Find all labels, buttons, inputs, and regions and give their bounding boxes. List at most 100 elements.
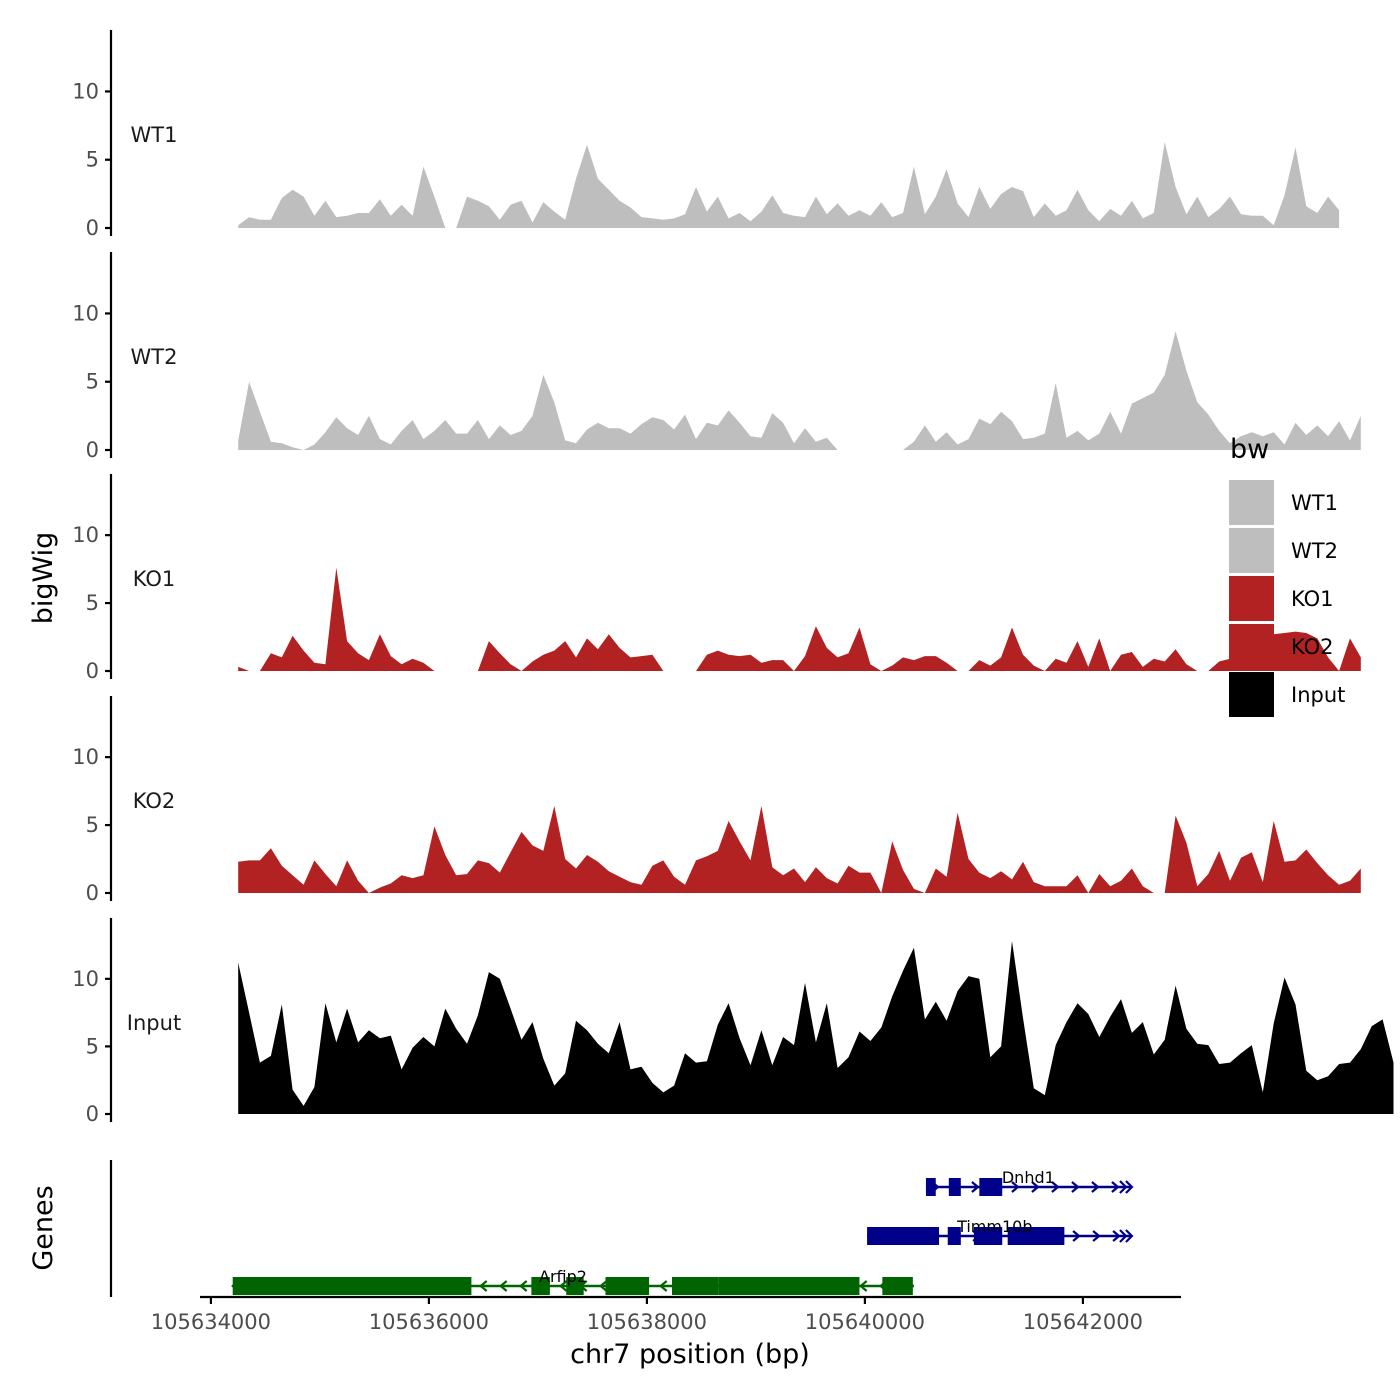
legend-item-wt2: WT2 bbox=[1229, 528, 1338, 573]
y-tick-label: 0 bbox=[86, 659, 99, 683]
signal-area bbox=[238, 666, 250, 671]
gene-label: Timm10b bbox=[956, 1217, 1032, 1236]
x-tick-label: 105634000 bbox=[151, 1310, 271, 1334]
exon bbox=[605, 1277, 650, 1295]
track-label: KO1 bbox=[133, 567, 176, 591]
exon bbox=[718, 1277, 860, 1295]
signal-area bbox=[1088, 868, 1154, 893]
signal-area bbox=[794, 626, 882, 671]
y-tick-label: 10 bbox=[72, 523, 99, 547]
track-label: KO2 bbox=[133, 789, 176, 813]
track-label: Input bbox=[127, 1011, 181, 1035]
gene-label: Arfip2 bbox=[539, 1267, 587, 1286]
exon bbox=[1007, 1227, 1065, 1245]
signal-area bbox=[238, 381, 304, 450]
legend-item-wt1: WT1 bbox=[1229, 480, 1338, 525]
exon bbox=[867, 1227, 940, 1245]
signal-area bbox=[1044, 638, 1111, 671]
strand-arrow bbox=[598, 1280, 608, 1292]
strand-arrow bbox=[1112, 1230, 1121, 1242]
exon bbox=[947, 1227, 961, 1245]
signal-area bbox=[521, 634, 664, 671]
exon bbox=[979, 1178, 1003, 1196]
signal-area bbox=[238, 848, 369, 893]
legend-label: WT1 bbox=[1291, 491, 1338, 515]
legend-swatch bbox=[1229, 480, 1274, 525]
genes-panel: Dnhd1 Timm10b Arfip2 bbox=[109, 1160, 1134, 1297]
legend-item-ko1: KO1 bbox=[1229, 576, 1334, 621]
gene-arfip2: Arfip2 bbox=[231, 1267, 914, 1295]
legend-label: WT2 bbox=[1291, 539, 1338, 563]
bigwig-tracks: 0 5 10 WT1 0 5 10 WT2 0 5 10 KO1 0 5 10 KO2 0 5 10 Input bbox=[72, 30, 1394, 1126]
exon bbox=[948, 1178, 961, 1196]
strand-arrow bbox=[658, 1280, 668, 1292]
strand-arrow bbox=[1031, 1181, 1040, 1193]
legend-item-ko2: KO2 bbox=[1229, 624, 1334, 669]
y-tick-label: 0 bbox=[86, 438, 99, 462]
legend-label: KO2 bbox=[1291, 635, 1334, 659]
x-tick-label: 105638000 bbox=[587, 1310, 707, 1334]
genes-axis-title: Genes bbox=[28, 1185, 59, 1270]
strand-arrow bbox=[1071, 1181, 1080, 1193]
y-tick-label: 10 bbox=[72, 301, 99, 325]
legend-item-input: Input bbox=[1229, 672, 1345, 717]
x-tick-label: 105636000 bbox=[369, 1310, 489, 1334]
legend-swatch bbox=[1229, 672, 1274, 717]
strand-arrow bbox=[1119, 1229, 1128, 1243]
y-tick-label: 5 bbox=[86, 148, 99, 172]
gene-dnhd1: Dnhd1 bbox=[925, 1168, 1134, 1196]
strand-arrow bbox=[1111, 1181, 1120, 1193]
signal-area bbox=[477, 641, 522, 671]
exon bbox=[671, 1277, 719, 1295]
y-tick-label: 5 bbox=[86, 591, 99, 615]
y-tick-label: 0 bbox=[86, 1102, 99, 1126]
exon bbox=[973, 1227, 1003, 1245]
y-tick-label: 10 bbox=[72, 967, 99, 991]
signal-area bbox=[238, 166, 446, 228]
legend-label: Input bbox=[1291, 683, 1345, 707]
exon bbox=[566, 1277, 584, 1295]
strand-arrow bbox=[1092, 1230, 1101, 1242]
strand-arrow bbox=[1072, 1230, 1081, 1242]
x-axis-title: chr7 position (bp) bbox=[570, 1339, 810, 1370]
y-tick-label: 10 bbox=[72, 745, 99, 769]
strand-arrow bbox=[1125, 1180, 1134, 1194]
track-input: 0 5 10 Input bbox=[72, 918, 1394, 1126]
strand-arrow bbox=[1119, 1180, 1128, 1194]
track-label: WT1 bbox=[131, 123, 178, 147]
signal-area bbox=[259, 567, 435, 671]
exon bbox=[232, 1277, 472, 1295]
signal-area bbox=[968, 627, 1045, 671]
y-tick-label: 0 bbox=[86, 216, 99, 240]
strand-arrow bbox=[518, 1280, 528, 1292]
y-tick-label: 10 bbox=[72, 79, 99, 103]
strand-arrow bbox=[971, 1181, 980, 1193]
signal-area bbox=[238, 941, 1394, 1114]
strand-arrow bbox=[1125, 1229, 1134, 1243]
strand-arrow bbox=[1051, 1181, 1060, 1193]
signal-area bbox=[1339, 638, 1361, 671]
track-label: WT2 bbox=[131, 345, 178, 369]
y-tick-label: 5 bbox=[86, 1034, 99, 1058]
track-ko2: 0 5 10 KO2 bbox=[72, 696, 1361, 905]
legend-title: bw bbox=[1230, 434, 1269, 465]
x-axis: 105634000 105636000 105638000 105640000 1056… bbox=[151, 1295, 1181, 1334]
gene-timm10b: Timm10b bbox=[867, 1217, 1134, 1245]
legend-swatch bbox=[1229, 528, 1274, 573]
signal-area bbox=[903, 331, 1361, 450]
signal-area bbox=[456, 142, 1340, 228]
track-wt1: 0 5 10 WT1 bbox=[72, 30, 1340, 240]
strand-arrow bbox=[1011, 1181, 1020, 1193]
legend: WT1 WT2 KO1 KO2 Input bbox=[1229, 480, 1345, 717]
signal-area bbox=[924, 812, 1089, 893]
strand-arrow bbox=[558, 1280, 568, 1292]
x-tick-label: 105642000 bbox=[1023, 1310, 1143, 1334]
strand-arrow bbox=[1091, 1181, 1100, 1193]
signal-area bbox=[1110, 649, 1198, 671]
signal-area bbox=[881, 841, 925, 893]
x-tick-label: 105640000 bbox=[805, 1310, 925, 1334]
exon bbox=[882, 1277, 913, 1295]
y-tick-label: 0 bbox=[86, 881, 99, 905]
y-tick-label: 5 bbox=[86, 370, 99, 394]
